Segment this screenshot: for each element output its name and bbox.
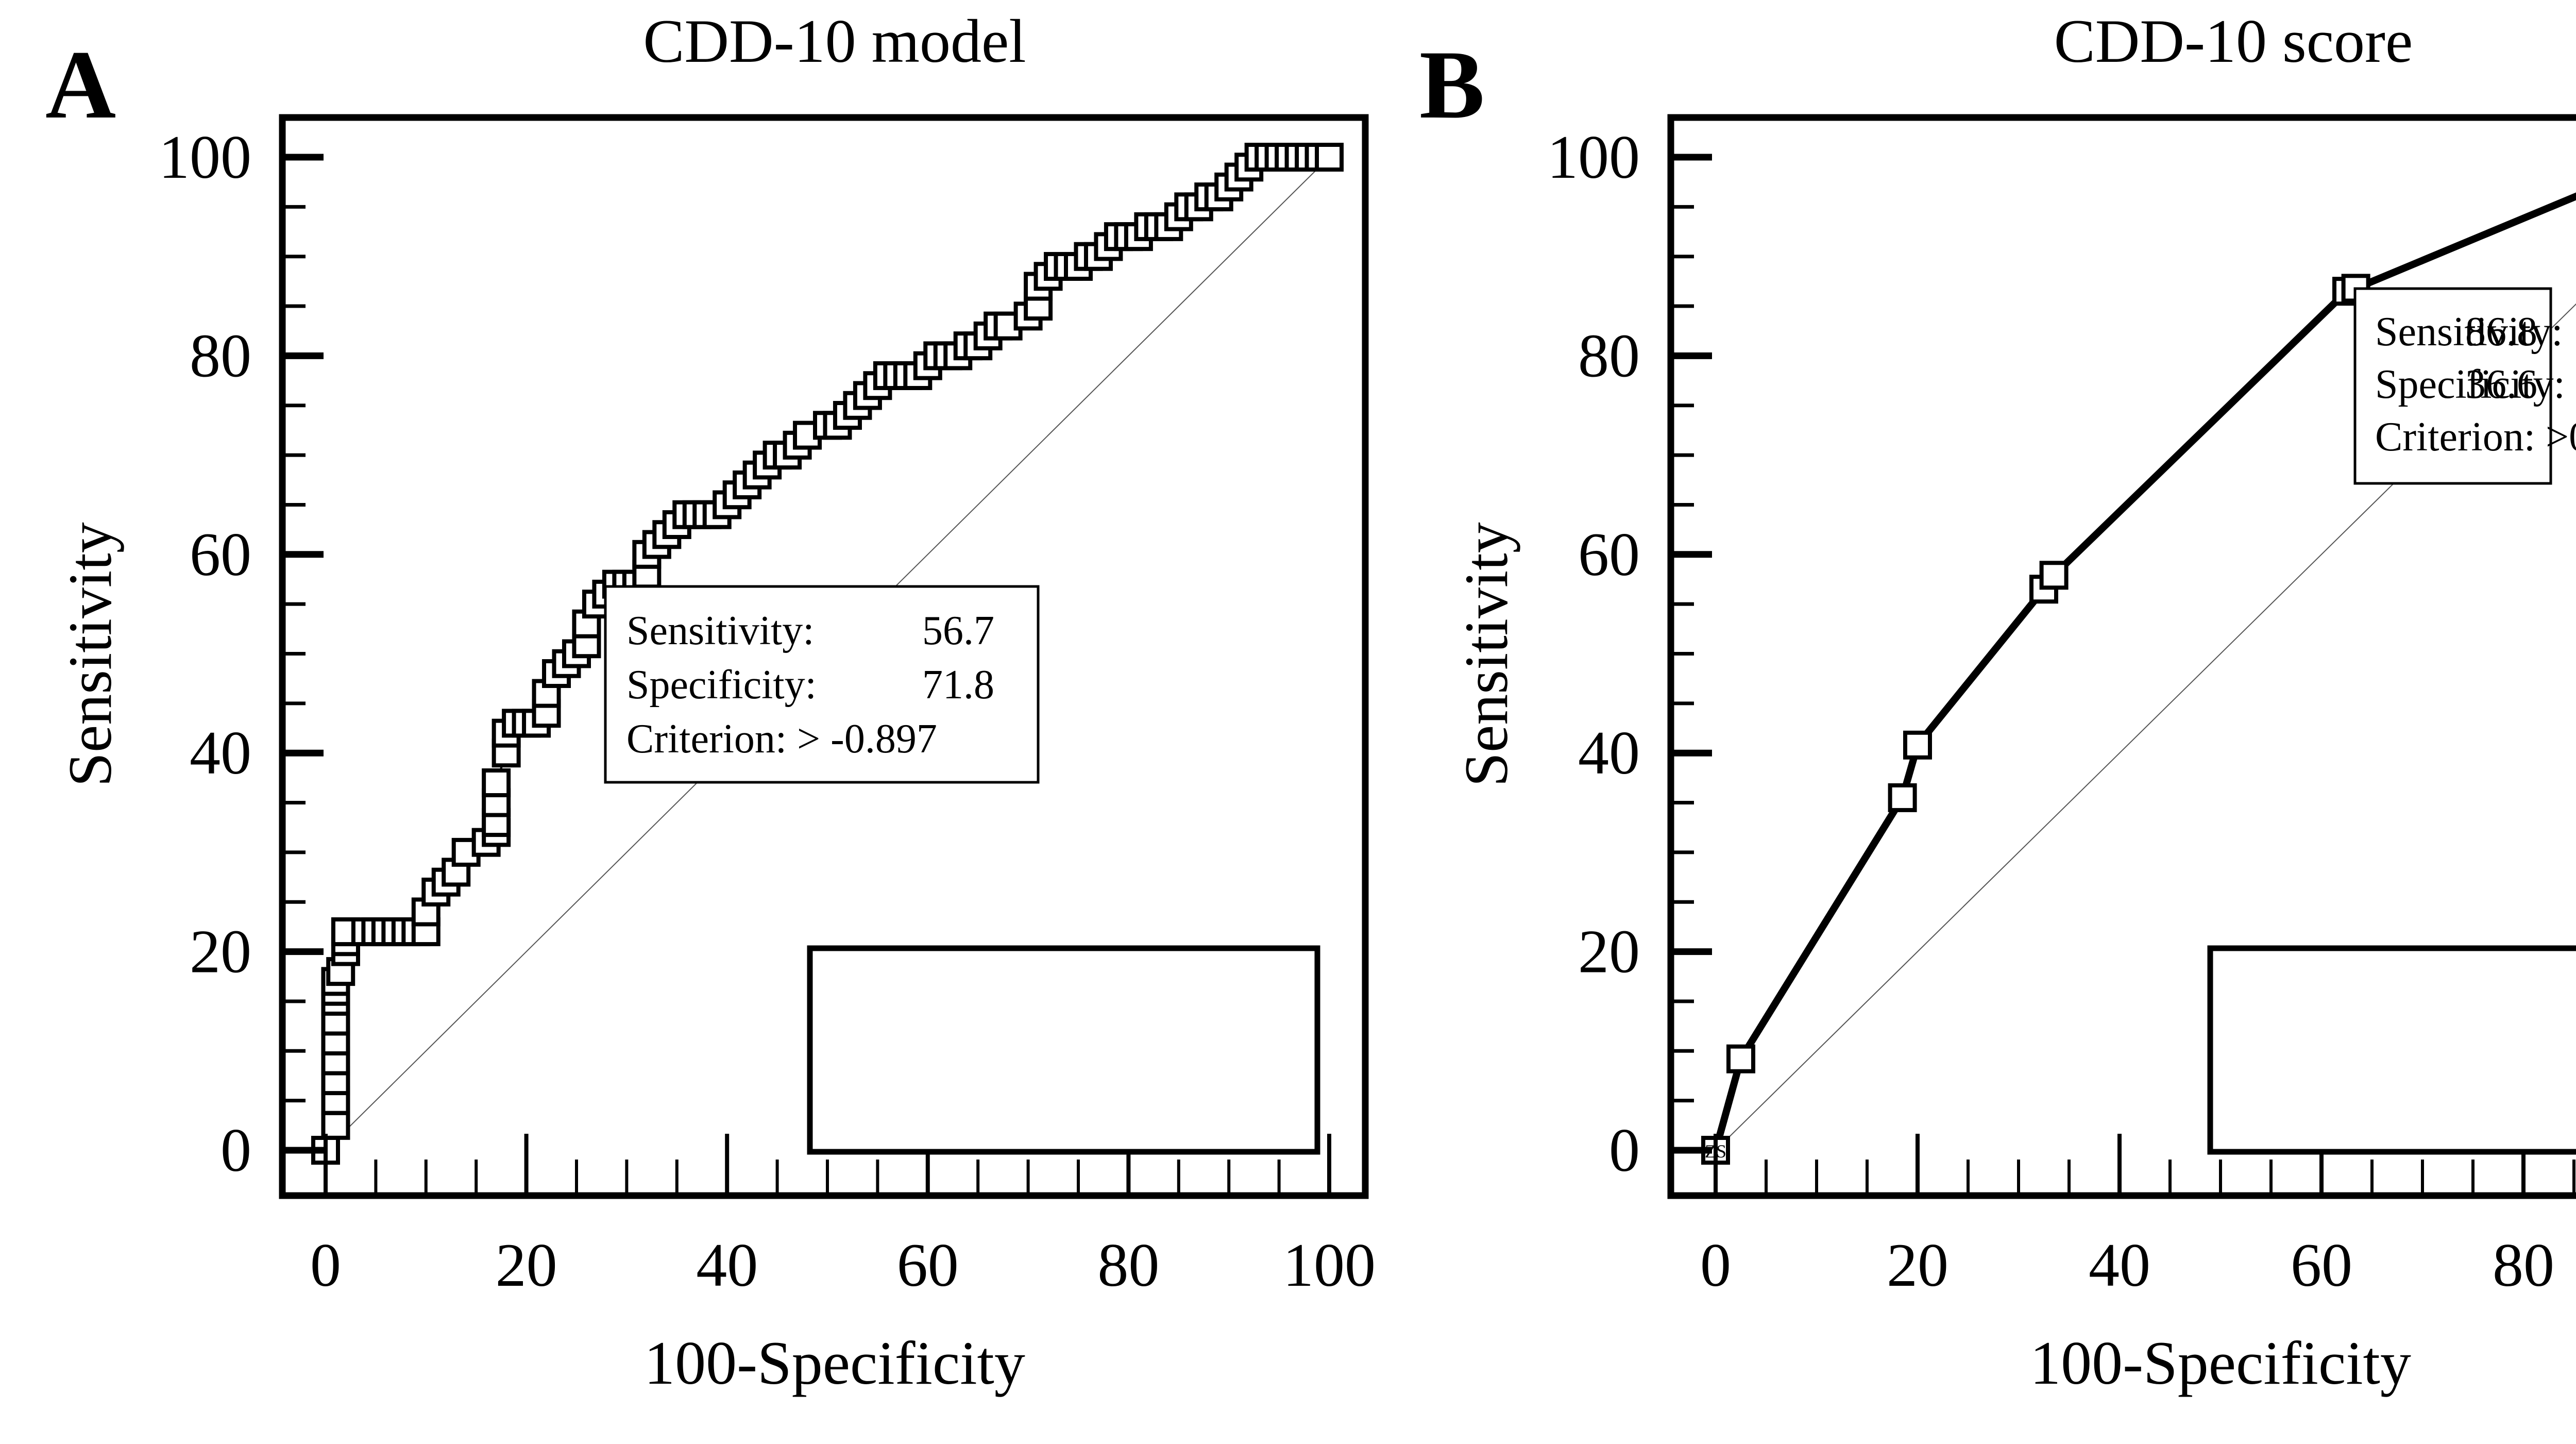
panel-label-a: A xyxy=(45,31,116,139)
x-axis-label-a: 100-Specificity xyxy=(644,1329,1025,1397)
annotation-specificity-label-b: Specificity: xyxy=(2375,362,2565,407)
roc-curve-a xyxy=(311,143,1344,1165)
plot-frame-b xyxy=(1667,114,2576,1199)
annotation-sensitivity-label-b: Sensitivity: xyxy=(2375,309,2563,355)
x-tick-label: 60 xyxy=(897,1231,959,1299)
roc-point-marker xyxy=(2039,561,2069,590)
panel-label-b: B xyxy=(1419,31,1485,139)
y-tick-label: 80 xyxy=(190,321,251,390)
y-tick-label: 100 xyxy=(1547,123,1640,191)
annotation-box-frame-a xyxy=(604,585,1040,784)
x-tick-label: 40 xyxy=(696,1231,758,1299)
annotation-criterion-b: Criterion: >0 xyxy=(2375,414,2576,460)
axes-box-a xyxy=(279,114,1369,1199)
y-tick-label: 0 xyxy=(1609,1116,1640,1184)
chart-title-a: CDD-10 model xyxy=(643,7,1026,75)
roc-point-marker xyxy=(1315,143,1344,172)
y-axis-label-a: Sensitivity xyxy=(56,522,124,786)
annotation-criterion-a: Criterion: > -0.897 xyxy=(626,716,937,762)
x-tick-label: 80 xyxy=(2493,1231,2554,1299)
y-tick-label: 40 xyxy=(1578,718,1640,787)
reference-line-b xyxy=(1715,303,2576,1151)
criterion-annotation-box-a: Sensitivity: 56.7 Specificity: 71.8 Crit… xyxy=(604,585,1040,784)
annotation-box-frame-b xyxy=(2353,287,2552,485)
plot-frame-a xyxy=(279,114,1369,1199)
x-axis-label-b: 100-Specificity xyxy=(2030,1329,2411,1397)
roc-point-marker xyxy=(1726,1044,1755,1073)
x-tick-label: 20 xyxy=(1887,1231,1948,1299)
y-tick-label: 40 xyxy=(190,718,251,787)
x-tick-label: 40 xyxy=(2089,1231,2150,1299)
y-tick-label: 20 xyxy=(1578,917,1640,986)
annotation-sensitivity-value-b: 86.8 xyxy=(2465,309,2537,355)
y-tick-label: 60 xyxy=(190,520,251,589)
x-tick-label: 20 xyxy=(496,1231,557,1299)
roc-point-marker xyxy=(482,768,511,798)
y-axis-ticks-a: 0 20 40 60 80 100 xyxy=(159,123,324,1184)
roc-point-marker xyxy=(1888,783,1917,812)
x-tick-label: 0 xyxy=(310,1231,341,1299)
auc-box-frame-b xyxy=(2207,945,2576,1155)
criterion-annotation-box-b: Sensitivity: 86.8 Specificity: 36.6 Crit… xyxy=(2353,287,2576,485)
roc-line-b xyxy=(1712,192,2576,1151)
annotation-sensitivity-value-a: 56.7 xyxy=(922,608,994,653)
panel-a: A CDD-10 model 0 20 40 60 80 100 0 20 40 60 80 100… xyxy=(45,7,1376,1397)
y-tick-label: 100 xyxy=(159,123,251,191)
x-axis-ticks-a: 0 20 40 60 80 100 xyxy=(310,1134,1376,1299)
roc-point-marker xyxy=(1903,730,1932,760)
reference-diagonal-b xyxy=(1715,303,2576,1151)
y-tick-label: 60 xyxy=(1578,520,1640,589)
y-axis-label-b: Sensitivity xyxy=(1452,522,1520,786)
annotation-sensitivity-label-a: Sensitivity: xyxy=(626,608,815,653)
chart-title-b: CDD-10 score xyxy=(2054,7,2413,75)
y-tick-label: 0 xyxy=(221,1116,251,1184)
x-tick-label: 0 xyxy=(1700,1231,1731,1299)
x-tick-label: 100 xyxy=(1283,1231,1376,1299)
axes-box-b xyxy=(1667,114,2576,1199)
annotation-specificity-value-b: 36.6 xyxy=(2465,362,2537,407)
auc-box-frame-a xyxy=(807,945,1320,1155)
annotation-specificity-value-a: 71.8 xyxy=(922,662,994,708)
y-axis-ticks-b: 0 20 40 60 80 100 xyxy=(1547,123,1712,1184)
x-tick-label: 80 xyxy=(1097,1231,1159,1299)
y-tick-label: 80 xyxy=(1578,321,1640,390)
annotation-specificity-label-a: Specificity: xyxy=(626,662,817,708)
y-tick-label: 20 xyxy=(190,917,251,986)
x-tick-label: 60 xyxy=(2291,1231,2352,1299)
